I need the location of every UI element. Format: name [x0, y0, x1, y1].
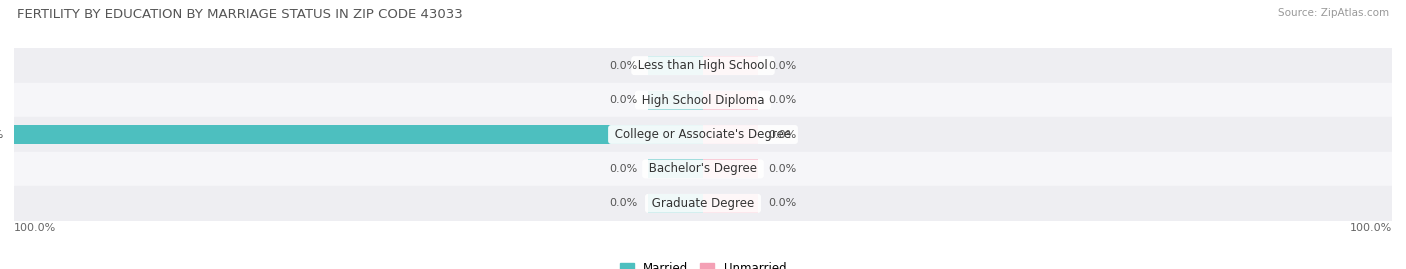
Text: College or Associate's Degree: College or Associate's Degree [612, 128, 794, 141]
Bar [14, 83, 1392, 117]
Bar [703, 194, 758, 213]
Text: 100.0%: 100.0% [0, 129, 4, 140]
Bar [703, 91, 758, 109]
Text: 100.0%: 100.0% [1350, 223, 1392, 233]
Bar [14, 152, 1392, 186]
Text: 0.0%: 0.0% [769, 95, 797, 105]
Bar [14, 125, 703, 144]
Bar [648, 91, 703, 109]
Text: Less than High School: Less than High School [634, 59, 772, 72]
Text: Graduate Degree: Graduate Degree [648, 197, 758, 210]
Bar [703, 160, 758, 178]
Text: 0.0%: 0.0% [609, 164, 637, 174]
Text: 0.0%: 0.0% [769, 164, 797, 174]
Text: 0.0%: 0.0% [609, 198, 637, 208]
Text: 0.0%: 0.0% [609, 61, 637, 71]
Bar [648, 160, 703, 178]
Text: 0.0%: 0.0% [769, 61, 797, 71]
Bar [14, 186, 1392, 221]
Text: 0.0%: 0.0% [609, 95, 637, 105]
Text: High School Diploma: High School Diploma [638, 94, 768, 107]
Text: 0.0%: 0.0% [769, 198, 797, 208]
Text: 100.0%: 100.0% [14, 223, 56, 233]
Text: 0.0%: 0.0% [769, 129, 797, 140]
Text: Bachelor's Degree: Bachelor's Degree [645, 162, 761, 175]
Bar [648, 194, 703, 213]
Bar [14, 48, 1392, 83]
Legend: Married, Unmarried: Married, Unmarried [614, 258, 792, 269]
Text: Source: ZipAtlas.com: Source: ZipAtlas.com [1278, 8, 1389, 18]
Bar [703, 125, 758, 144]
Bar [14, 117, 1392, 152]
Bar [703, 56, 758, 75]
Text: FERTILITY BY EDUCATION BY MARRIAGE STATUS IN ZIP CODE 43033: FERTILITY BY EDUCATION BY MARRIAGE STATU… [17, 8, 463, 21]
Bar [648, 56, 703, 75]
